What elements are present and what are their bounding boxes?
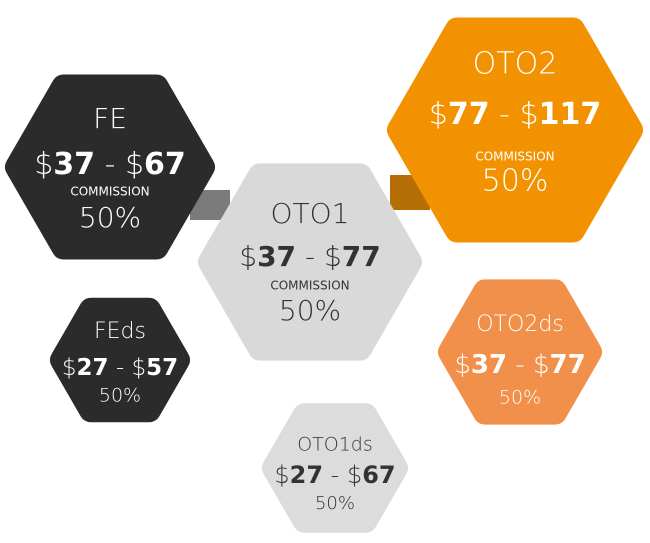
price-range: $37 - $67 — [34, 147, 186, 182]
node-label: OTO2ds — [476, 312, 564, 337]
hexagon — [387, 17, 643, 243]
price-range: $27 - $57 — [62, 355, 178, 381]
node-label: OTO2 — [473, 47, 558, 82]
commission-percent: 50% — [315, 493, 355, 514]
node-label: FE — [93, 102, 127, 135]
commission-label: COMMISSION — [475, 150, 554, 164]
hexagon — [5, 74, 215, 260]
commission-label: COMMISSION — [270, 279, 349, 293]
commission-percent: 50% — [499, 387, 541, 409]
commission-percent: 50% — [279, 294, 341, 327]
commission-percent: 50% — [79, 201, 141, 234]
commission-label: COMMISSION — [70, 185, 149, 199]
commission-percent: 50% — [99, 385, 141, 407]
node-label: OTO1ds — [297, 434, 373, 456]
price-range: $37 - $77 — [454, 350, 585, 380]
hexagon — [262, 403, 408, 533]
price-range: $37 - $77 — [239, 240, 380, 273]
node-label: OTO1 — [271, 197, 350, 230]
price-range: $27 - $67 — [274, 461, 395, 489]
hexagon — [50, 297, 190, 423]
commission-percent: 50% — [482, 164, 549, 199]
node-label: FEds — [94, 319, 146, 344]
hexagon — [438, 279, 602, 425]
price-range: $77 - $117 — [429, 97, 601, 132]
hexagon — [198, 163, 422, 361]
